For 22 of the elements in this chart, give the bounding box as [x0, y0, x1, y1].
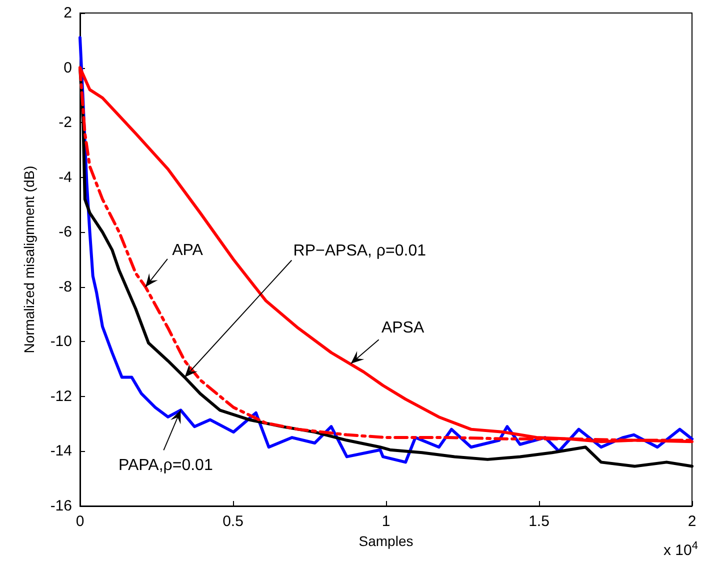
x-tick-label: 2	[688, 513, 696, 530]
x-tick-label: 1	[382, 513, 390, 530]
text: x 10$^{4}$	[664, 540, 698, 559]
x-tick-label: 0.5	[222, 513, 244, 530]
y-tick-label: -6	[58, 224, 72, 241]
y-tick-label: -2	[58, 114, 72, 132]
annotation: APSA	[381, 320, 424, 337]
y-tick-label: -4	[58, 168, 72, 186]
y-tick-label: -10	[50, 333, 72, 350]
x-tick-label: 1.5	[528, 513, 550, 530]
annotation: RP−APSA, ρ=0.01	[293, 242, 426, 260]
y-tick-label: -16	[50, 498, 72, 514]
y-tick-label: 2	[64, 4, 72, 22]
annotation: APA	[172, 242, 204, 260]
y-tick-label: 0	[64, 59, 72, 76]
y-tick-label: -12	[50, 388, 72, 405]
annotation: PAPA,ρ=0.01	[118, 457, 213, 474]
y-tick-label: -14	[50, 442, 72, 460]
x-axis-title: Samples	[358, 532, 414, 549]
y-tick-label: -8	[58, 278, 72, 296]
x-tick-label: 0	[76, 513, 84, 530]
y-axis-title: Normalized misalignment (dB)	[21, 166, 37, 354]
